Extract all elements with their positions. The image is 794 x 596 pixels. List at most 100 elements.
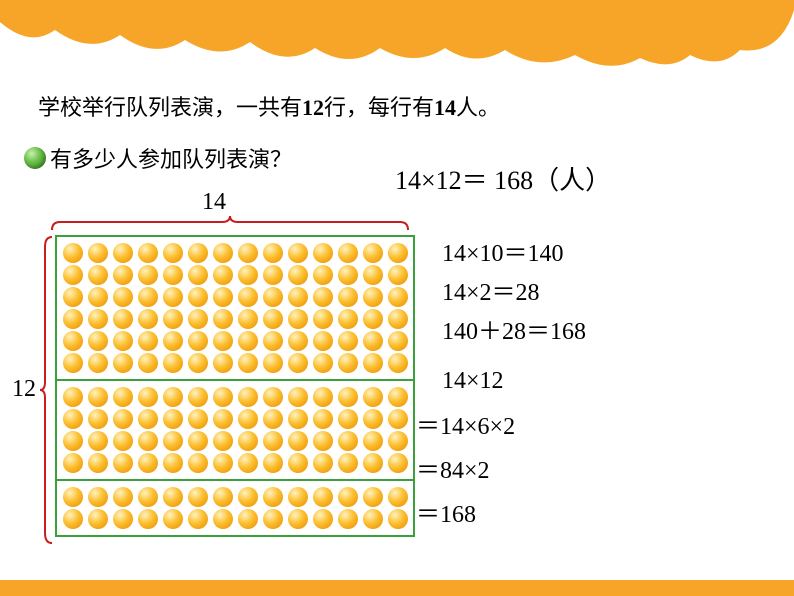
grid-row	[63, 309, 407, 329]
top-cloud-decoration	[0, 0, 794, 75]
dot	[188, 453, 208, 473]
grid-row	[63, 509, 407, 529]
top-label-14: 14	[202, 189, 226, 216]
dot	[113, 387, 133, 407]
dot	[113, 243, 133, 263]
dot	[238, 409, 258, 429]
dot	[63, 353, 83, 373]
dot	[313, 387, 333, 407]
dot	[338, 509, 358, 529]
grid-row	[63, 331, 407, 351]
dot	[238, 453, 258, 473]
dot	[338, 309, 358, 329]
dot	[263, 309, 283, 329]
dot	[363, 353, 383, 373]
dot	[288, 509, 308, 529]
dot	[88, 387, 108, 407]
dot	[63, 387, 83, 407]
cols-number: 14	[434, 95, 456, 120]
dot	[138, 509, 158, 529]
dot	[363, 487, 383, 507]
dot	[163, 431, 183, 451]
dot	[313, 353, 333, 373]
dot	[138, 353, 158, 373]
dot	[188, 243, 208, 263]
dot	[288, 243, 308, 263]
dot	[113, 287, 133, 307]
grid-section	[55, 481, 415, 537]
dot	[88, 287, 108, 307]
dot	[388, 309, 408, 329]
dot	[88, 453, 108, 473]
dot	[63, 331, 83, 351]
dot	[313, 453, 333, 473]
dot	[138, 387, 158, 407]
dot	[388, 243, 408, 263]
dot	[288, 387, 308, 407]
calc-line-5: ＝14×6×2	[416, 408, 515, 446]
dot	[138, 487, 158, 507]
dot	[338, 487, 358, 507]
dot	[63, 453, 83, 473]
grid-row	[63, 409, 407, 429]
dot	[313, 409, 333, 429]
dot	[238, 265, 258, 285]
dot	[263, 431, 283, 451]
dot	[388, 487, 408, 507]
dot	[288, 409, 308, 429]
dot	[163, 353, 183, 373]
dot	[213, 331, 233, 351]
dot	[213, 509, 233, 529]
calc-line-2: 14×2＝28	[442, 274, 540, 312]
dot	[363, 453, 383, 473]
dot	[138, 265, 158, 285]
dot	[163, 453, 183, 473]
dot	[113, 265, 133, 285]
dot	[163, 331, 183, 351]
dot	[288, 287, 308, 307]
dot	[63, 265, 83, 285]
dot	[163, 243, 183, 263]
dot	[263, 243, 283, 263]
dot	[163, 309, 183, 329]
dot	[288, 309, 308, 329]
dot	[263, 387, 283, 407]
dot	[138, 331, 158, 351]
dot	[388, 431, 408, 451]
dot	[113, 309, 133, 329]
dot	[113, 453, 133, 473]
dot	[138, 309, 158, 329]
problem-prefix: 学校举行队列表演，一共有	[38, 95, 302, 120]
dot-grid	[55, 235, 415, 537]
dot	[388, 409, 408, 429]
dot	[388, 331, 408, 351]
dot	[63, 287, 83, 307]
bullet-icon	[24, 147, 46, 169]
dot	[63, 243, 83, 263]
dot	[388, 265, 408, 285]
grid-row	[63, 353, 407, 373]
dot	[263, 287, 283, 307]
dot	[63, 409, 83, 429]
dot	[338, 387, 358, 407]
grid-row	[63, 431, 407, 451]
dot	[263, 353, 283, 373]
dot	[388, 509, 408, 529]
top-brace	[50, 214, 410, 232]
dot	[63, 431, 83, 451]
problem-statement: 学校举行队列表演，一共有12行，每行有14人。	[38, 90, 500, 122]
dot	[313, 331, 333, 351]
dot	[138, 243, 158, 263]
dot	[63, 487, 83, 507]
dot	[63, 509, 83, 529]
dot	[288, 265, 308, 285]
dot	[288, 487, 308, 507]
dot	[363, 309, 383, 329]
dot	[88, 331, 108, 351]
left-label-12: 12	[12, 376, 36, 403]
dot	[188, 409, 208, 429]
dot	[213, 353, 233, 373]
dot	[63, 309, 83, 329]
dot	[338, 265, 358, 285]
dot	[113, 431, 133, 451]
